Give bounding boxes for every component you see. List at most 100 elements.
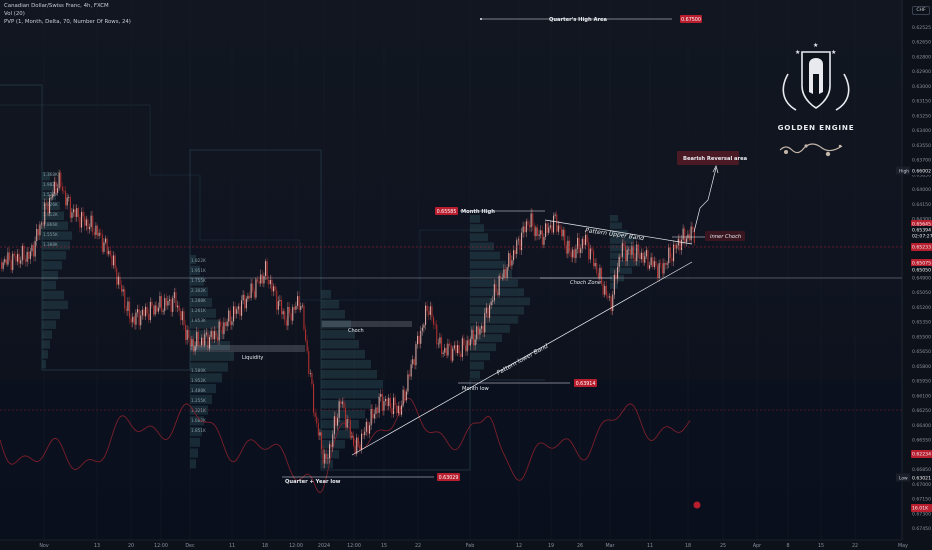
candle-body [543, 237, 545, 245]
candle-body [53, 181, 55, 195]
candle-body [297, 296, 299, 306]
candle-body [7, 252, 9, 265]
time-tick-label: Mar [605, 543, 614, 549]
candle-body [591, 248, 593, 252]
january-profile-bar [321, 380, 383, 389]
candle-body [268, 280, 270, 285]
choch-block [322, 321, 412, 327]
candle-body [68, 197, 70, 198]
price-axis[interactable]: 0.62525 0.62650 0.62800 0.62900 0.63000 0.631… [896, 0, 932, 540]
volume-indicator-title[interactable]: Vol (20) [4, 11, 25, 17]
february-profile-bar [470, 279, 518, 287]
candle-body [396, 405, 398, 414]
candle-body [42, 223, 44, 225]
candle-body [58, 172, 60, 189]
splatter-icon [779, 143, 843, 154]
candle-body [226, 321, 228, 327]
currency-button[interactable]: CHF [912, 6, 930, 15]
candle-body [538, 234, 540, 236]
candle-body [244, 294, 246, 309]
profile-indicator-title[interactable]: PVP (1, Month, Delta, 70, Number Of Rows… [4, 19, 131, 25]
time-tick-label: 12:00 [154, 543, 168, 549]
candle-body [180, 311, 182, 321]
candle-body [252, 283, 254, 292]
bearish-reversal-label: Bearish Reversal area [683, 156, 748, 162]
candle-body [55, 181, 57, 193]
candle-body [585, 234, 587, 245]
candle-body [69, 197, 71, 218]
candle-body [404, 389, 406, 401]
value-area-step-line [0, 104, 540, 301]
candle-body [389, 397, 391, 409]
december-profile-bar [190, 298, 212, 308]
candle-body [597, 273, 599, 279]
time-tick-label: 18 [685, 543, 691, 549]
february-profile-bar [470, 215, 480, 223]
profile-volume-label: 1.982K [43, 182, 58, 187]
price-marker-tag [896, 473, 910, 482]
candle-body [641, 252, 643, 260]
time-axis[interactable]: Nov 13 20 12:00 Dec 11 18 12:00 2024 12:00 15 22 Feb… [0, 539, 932, 550]
candle-body [247, 295, 249, 299]
candle-body [164, 298, 166, 311]
candle-body [405, 391, 407, 401]
candle-body [2, 262, 4, 269]
candle-body [514, 250, 516, 255]
candle-body [20, 260, 22, 264]
november-profile-bar [42, 251, 66, 260]
candle-body [338, 401, 340, 418]
candle-body [92, 215, 94, 233]
candle-body [685, 238, 687, 243]
candle-body [281, 299, 283, 315]
candle-body [540, 230, 542, 235]
candle-body [385, 398, 387, 402]
candle-body [473, 329, 475, 346]
candle-body [337, 417, 339, 426]
price-tick-label: 0.62800 [912, 54, 931, 60]
candle-body [210, 331, 212, 338]
candle-body [485, 307, 487, 314]
candle-body [469, 339, 471, 346]
candle-body [250, 283, 252, 298]
candle-body [362, 433, 364, 436]
candle-body [551, 225, 553, 233]
candle-body [439, 337, 441, 344]
price-marker-value: 0.62234 [912, 452, 931, 458]
candle-body [293, 307, 295, 310]
candle-body [201, 337, 203, 345]
candle-body [476, 326, 478, 340]
candle-body [634, 257, 636, 262]
candle-body [513, 250, 515, 261]
candle-body [612, 294, 614, 311]
candle-body [481, 326, 483, 329]
candle-body [413, 359, 415, 366]
candle-body [162, 310, 164, 312]
profile-volume-label: 1.488K [191, 388, 206, 393]
december-profile-bar [190, 416, 204, 426]
february-profile-bar [470, 260, 506, 269]
candle-body [57, 188, 59, 193]
candle-body [274, 286, 276, 291]
symbol-title[interactable]: Canadian Dollar/Swiss Franc, 4h, FXCM [4, 3, 109, 9]
candle-body [493, 284, 495, 301]
candle-body [442, 352, 444, 354]
candle-body [349, 420, 351, 438]
candle-body [202, 337, 204, 346]
candle-body [570, 251, 572, 258]
december-profile-bar [190, 287, 208, 297]
january-profile-bar [321, 370, 377, 379]
candle-body [125, 308, 127, 311]
candle-body [429, 306, 431, 315]
laurel-right-icon [835, 73, 850, 111]
candle-body [236, 309, 238, 314]
february-profile-bar [470, 242, 494, 251]
candle-body [65, 191, 67, 206]
quarter-high-tag [680, 15, 702, 23]
candle-body [60, 172, 62, 187]
february-profile-bar [470, 306, 524, 315]
candle-body [175, 292, 177, 308]
candle-body [668, 247, 670, 264]
candle-body [490, 301, 492, 306]
time-tick-label: 18 [262, 543, 268, 549]
